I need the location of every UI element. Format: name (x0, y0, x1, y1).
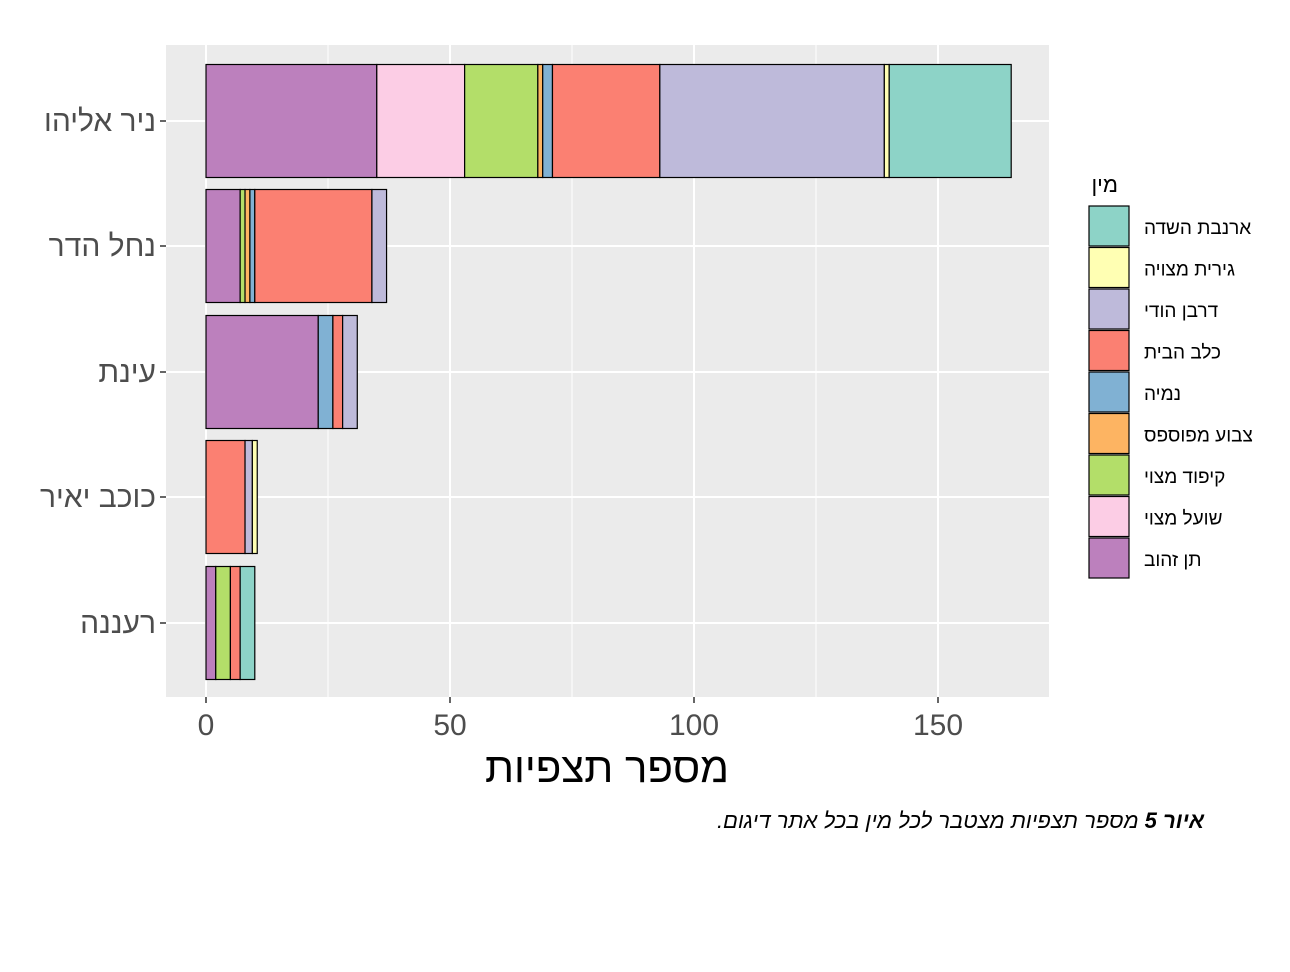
legend-key (1088, 288, 1130, 330)
legend-key (1088, 454, 1130, 496)
bar-segment (883, 63, 890, 179)
bar-segment (317, 314, 334, 430)
legend-key (1088, 371, 1130, 413)
legend-key (1088, 205, 1130, 247)
y-tick-label: רעננה (80, 607, 156, 640)
y-tick-label: ניר אליהו (44, 105, 156, 138)
bar-segment (249, 188, 256, 304)
bar-segment (215, 565, 231, 681)
bar-segment (542, 63, 554, 179)
y-tick-label: נחל הדר (49, 230, 156, 263)
bar-segment (551, 63, 661, 179)
bar-segment (332, 314, 344, 430)
bar-segment (251, 439, 258, 555)
legend-title: מין (1091, 172, 1118, 197)
legend: מין ארנבת השדה גירית מצויה דרבן הודי כלב הב… (1088, 172, 1253, 579)
legend-label: תן זהוב (1144, 550, 1201, 571)
legend-label: גירית מצויה (1144, 260, 1235, 281)
legend-label: צבוע מפוספס (1144, 426, 1253, 447)
bar-segment (229, 565, 241, 681)
bar-segment (239, 565, 256, 681)
bar-segment (205, 314, 319, 430)
legend-label: קיפוד מצוי (1144, 467, 1225, 488)
bar-segment (254, 188, 373, 304)
legend-label: ארנבת השדה (1144, 218, 1251, 239)
bar-segment (888, 63, 1012, 179)
x-axis-title: מספר תצפיות (485, 744, 729, 791)
bar-segment (537, 63, 544, 179)
x-tick-label: 0 (198, 709, 215, 742)
bar-segment (244, 439, 253, 555)
y-tick-label: כוכב יאיר (40, 481, 156, 514)
bar-segment (244, 188, 251, 304)
x-tick-label: 150 (913, 709, 963, 742)
legend-key (1088, 412, 1130, 455)
caption-text: מספר תצפיות מצטבר לכל מין בכל אתר דיגום. (716, 808, 1145, 833)
bar-segment (659, 63, 885, 179)
bars (205, 63, 1012, 681)
y-tick-label: עינת (98, 356, 156, 389)
legend-key (1088, 329, 1130, 372)
y-axis: ניר אליהו נחל הדר עינת כוכב יאיר רעננה (40, 105, 166, 640)
legend-key (1088, 537, 1130, 579)
legend-label: כלב הבית (1144, 343, 1221, 364)
legend-label: שועל מצוי (1144, 509, 1223, 530)
x-tick-label: 50 (433, 709, 466, 742)
bar-segment (464, 63, 539, 179)
figure-caption: איור 5 מספר תצפיות מצטבר לכל מין בכל אתר… (717, 808, 1204, 834)
x-axis: 0 50 100 150 (198, 697, 963, 742)
legend-key (1088, 246, 1130, 289)
bar-segment (205, 565, 217, 681)
legend-key (1088, 495, 1130, 538)
bar-segment (342, 314, 358, 430)
legend-label: דרבן הודי (1144, 301, 1219, 322)
bar-segment (205, 188, 241, 304)
bar-segment (371, 188, 388, 304)
bar-segment (205, 439, 246, 555)
bar-segment (205, 63, 378, 179)
legend-label: נמיה (1144, 384, 1181, 405)
x-tick-label: 100 (669, 709, 719, 742)
caption-label: איור 5 (1144, 808, 1204, 833)
bar-segment (239, 188, 246, 304)
bar-segment (376, 63, 466, 179)
